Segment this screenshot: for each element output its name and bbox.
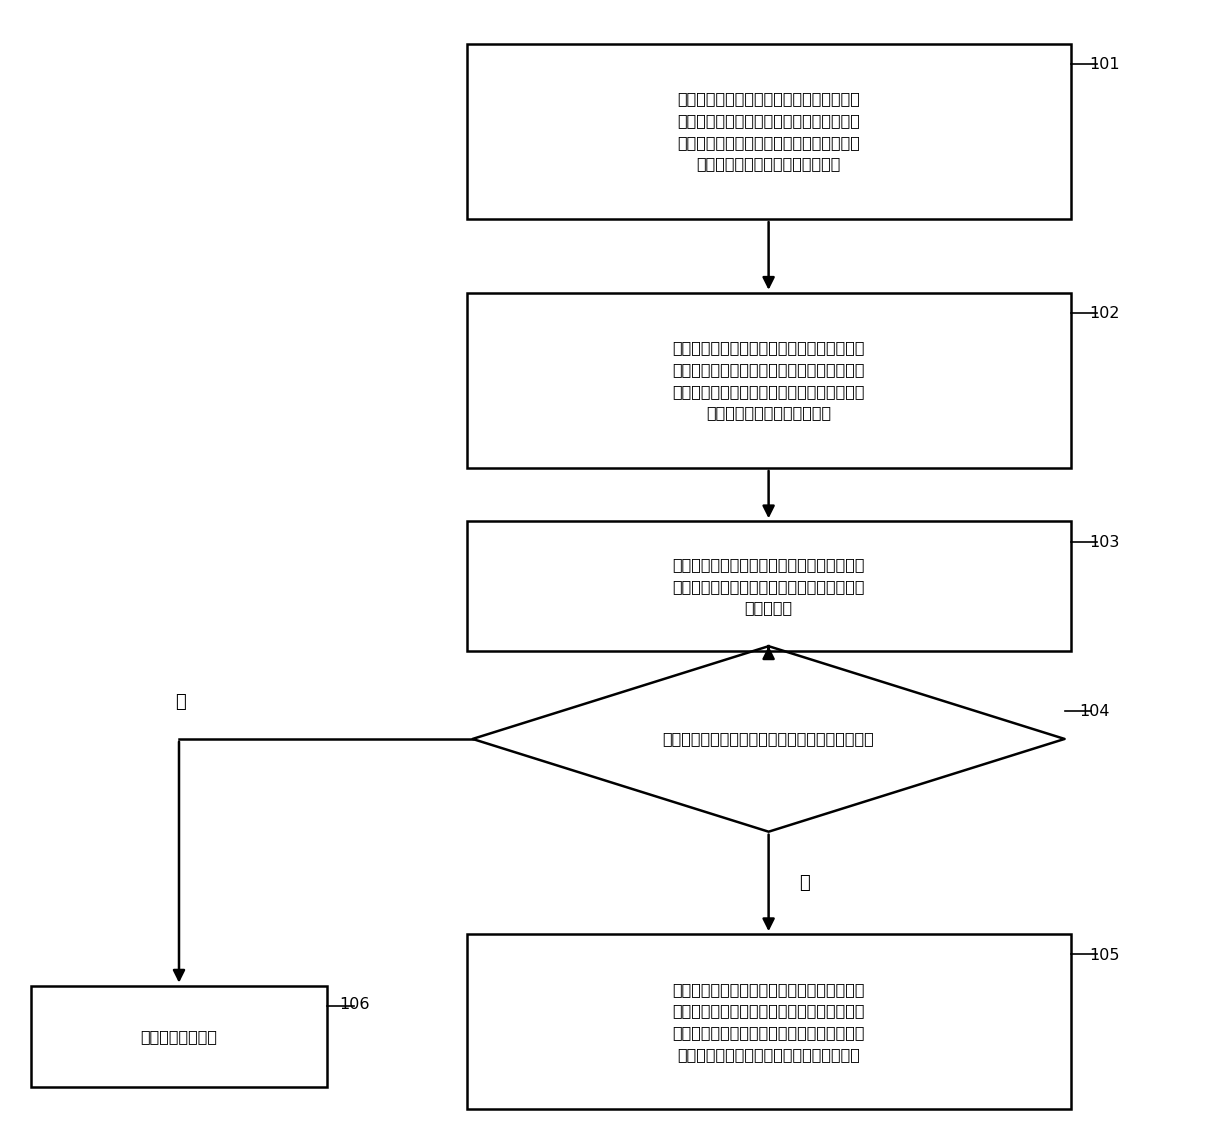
Text: 对应被控对象的反馈参数是否满足所述设定参数？: 对应被控对象的反馈参数是否满足所述设定参数？ (662, 731, 874, 746)
Bar (466, 293, 1071, 468)
Text: 停止进行功率驱动: 停止进行功率驱动 (140, 1029, 218, 1044)
Text: 106: 106 (339, 997, 369, 1012)
Text: 105: 105 (1089, 948, 1119, 963)
Text: 104: 104 (1079, 703, 1109, 719)
Bar (466, 44, 1071, 219)
Text: 102: 102 (1089, 306, 1119, 321)
Polygon shape (472, 646, 1064, 831)
Text: 是: 是 (176, 693, 186, 711)
Text: 所述控制器控制对应的驱动对象实施驱动，所
述驱动对象对所述反馈参数调整至所述控制器
预存的设定参数的容许误差内，使所述对应被
控对象处于所述设定参数所对应的运行: 所述控制器控制对应的驱动对象实施驱动，所 述驱动对象对所述反馈参数调整至所述控制… (672, 982, 865, 1061)
Bar (466, 934, 1071, 1109)
Text: 每个控制器预存有能使对应被控对象处于所
需运行状态的设定参数，控制器控制对应的
驱动对象实施驱动，使所述对应被控对象处
于所述设定参数所对应的运行状态: 每个控制器预存有能使对应被控对象处于所 需运行状态的设定参数，控制器控制对应的 … (677, 92, 860, 171)
Text: 否: 否 (799, 874, 810, 892)
Bar (31, 985, 327, 1088)
Text: 101: 101 (1089, 58, 1119, 73)
Text: 103: 103 (1089, 535, 1119, 550)
Bar (466, 522, 1071, 651)
Text: 将每个控制器及其所对应控制的功率脉宽驱动
对象和对应调整的反馈参数设置为一个单独闭
环区块；其中，设定参数包含有对应最终目标
反馈参数的最终目标设定参数: 将每个控制器及其所对应控制的功率脉宽驱动 对象和对应调整的反馈参数设置为一个单独… (672, 340, 865, 421)
Text: 各闭环区块内的控制器依据其预存的设定参数
，每隔一个检测周期检测对应被控对象中的实
时反馈参数: 各闭环区块内的控制器依据其预存的设定参数 ，每隔一个检测周期检测对应被控对象中的… (672, 557, 865, 616)
